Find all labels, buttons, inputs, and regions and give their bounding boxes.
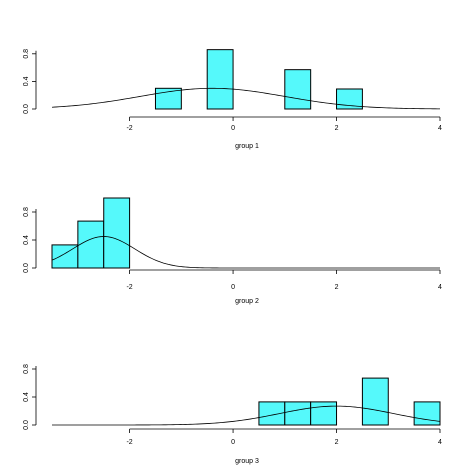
x-tick-label: 0 (231, 284, 235, 291)
histogram-bar (154, 87, 182, 110)
density-curve (51, 87, 441, 110)
x-tick-label: 2 (335, 439, 339, 446)
y-tick-label: 0.4 (23, 235, 30, 245)
x-axis-title: group 2 (235, 298, 259, 305)
chart-panel-2: 0.0 0.4 0.8 -2 0 2 4 group 2 (23, 197, 442, 305)
histogram-bar (77, 220, 105, 269)
y-tick-label: 0.0 (23, 104, 30, 114)
chart-panel-3: 0.0 0.4 0.8 -2 0 2 4 group 3 (23, 364, 442, 465)
x-tick-label: 4 (438, 439, 442, 446)
chart-panel-1: 0.0 0.4 0.8 -2 0 2 4 group 1 (23, 49, 442, 150)
y-tick-label: 0.8 (23, 364, 30, 374)
histogram-bar (284, 401, 312, 426)
x-axis-title: group 1 (235, 143, 259, 150)
x-tick-label: 2 (335, 284, 339, 291)
histogram-bar (103, 197, 131, 269)
x-tick-label: -2 (126, 125, 132, 132)
density-curve (52, 405, 441, 426)
x-tick-label: 4 (438, 125, 442, 132)
histogram-bar (361, 377, 389, 426)
x-tick-label: 0 (231, 125, 235, 132)
histogram-bar (413, 401, 441, 426)
histogram-bar (284, 69, 312, 110)
y-tick-label: 0.4 (23, 392, 30, 402)
y-tick-label: 0.0 (23, 263, 30, 273)
y-tick-label: 0.8 (23, 207, 30, 217)
histogram-bar (206, 49, 234, 110)
x-tick-label: -2 (126, 439, 132, 446)
x-tick-label: 0 (231, 439, 235, 446)
x-axis-title: group 3 (235, 458, 259, 465)
histogram-bar (336, 88, 363, 110)
histogram-bar (310, 401, 338, 426)
y-tick-label: 0.8 (23, 49, 30, 59)
x-tick-label: 2 (335, 125, 339, 132)
density-curve (51, 236, 440, 269)
x-tick-label: 4 (438, 284, 442, 291)
y-tick-label: 0.4 (23, 76, 30, 86)
y-tick-label: 0.0 (23, 420, 30, 430)
x-tick-label: -2 (126, 284, 132, 291)
